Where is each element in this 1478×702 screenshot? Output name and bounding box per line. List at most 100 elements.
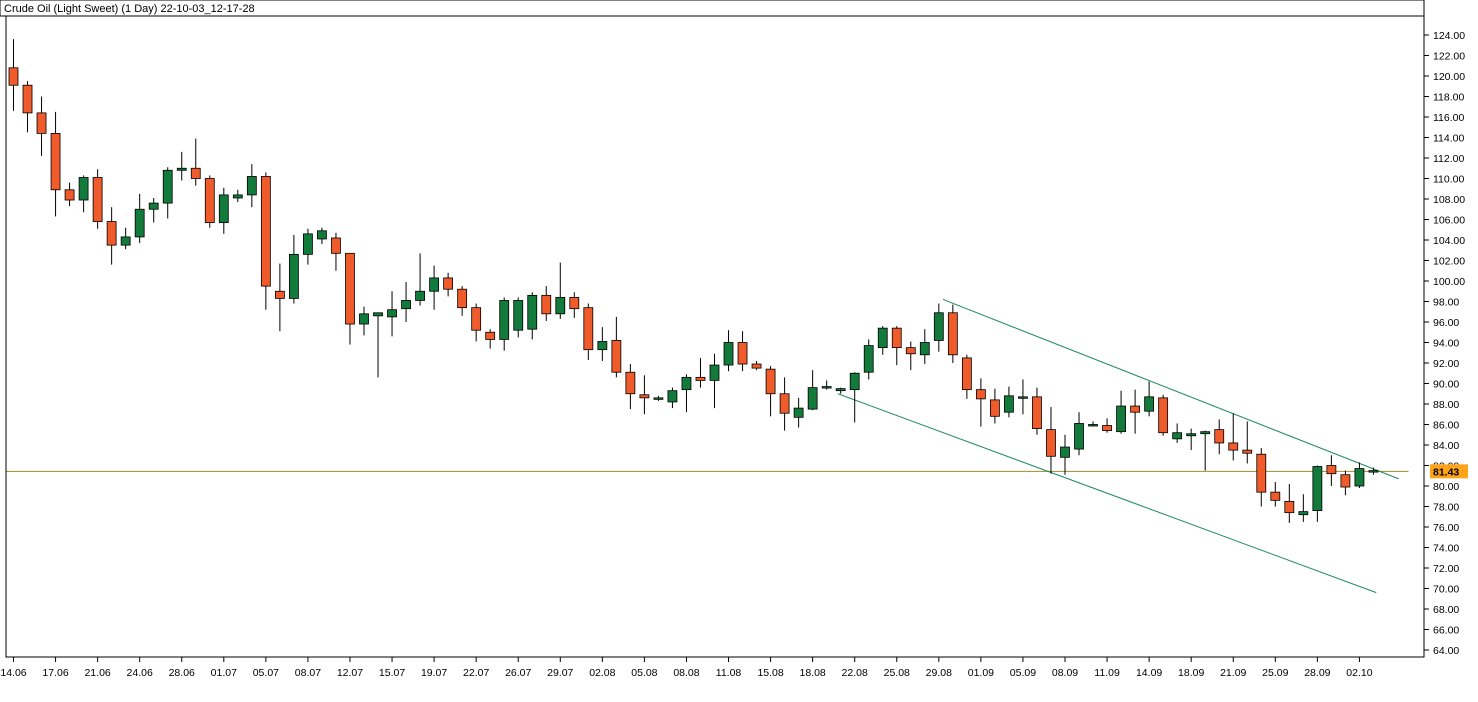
candle-body [933,312,944,341]
candle [695,357,706,388]
candle [106,207,117,265]
candle [807,370,818,411]
candle [919,329,930,365]
candle [1228,413,1239,461]
candle-body [92,177,103,222]
candle [793,397,804,428]
plot-frame [5,15,1425,658]
candle-body [106,221,117,246]
candle [990,388,1000,424]
x-tick-label: 08.08 [673,667,699,679]
candle-body [891,327,902,349]
y-tick-label: 68.00 [1433,604,1459,616]
candle [401,282,411,322]
candle [779,377,790,431]
candle-body [877,327,888,349]
x-tick-label: 02.10 [1346,667,1372,679]
candle-body [807,387,818,410]
candle-body [1200,431,1211,435]
candle [1144,381,1155,417]
y-tick-label: 104.00 [1433,235,1465,247]
x-tick-label: 11.08 [716,667,742,679]
candle [1312,465,1323,522]
candle-body [457,288,468,309]
candle [653,395,664,401]
x-tick-label: 18.08 [799,667,825,679]
candle [218,187,229,234]
candle-body [905,347,916,355]
candle-body [919,342,930,356]
x-tick-label: 08.07 [295,667,321,679]
candle-body [1326,465,1337,475]
candle [471,303,482,342]
candle [905,341,916,371]
candle [246,164,257,208]
candle-body [723,342,734,366]
price-marker-group: 81.43 [1430,464,1468,479]
candle [947,304,958,363]
candle-body [583,307,594,351]
candle-body [1144,396,1155,412]
x-axis: 14.06 17.06 21.06 24.06 28.06 01.07 05.07 08.07… [0,657,1373,679]
candle [751,360,762,371]
candle-body [527,294,538,330]
candle-body [331,237,341,254]
candle [1172,423,1183,443]
candle-body [1116,405,1126,433]
candle-body [611,340,622,373]
candle-body [709,364,720,381]
candle [120,227,131,250]
candle-body [1228,442,1239,451]
candle [1284,483,1295,523]
y-tick-label: 92.00 [1433,358,1459,370]
x-tick-label: 15.07 [379,667,405,679]
candle-body [1270,491,1281,501]
candle-body [541,294,552,315]
candle-body [793,407,804,418]
y-tick-label: 88.00 [1433,399,1459,411]
candle-body [317,230,327,240]
candle-body [471,307,482,331]
candle-body [751,363,762,369]
candle-body [1368,470,1379,473]
candle-body [260,176,271,287]
candle-body [415,290,425,301]
candle [821,380,832,390]
candle-body [1130,405,1140,413]
candle-body [485,331,496,340]
candle [1102,418,1112,433]
x-tick-label: 18.09 [1178,667,1204,679]
y-tick-label: 90.00 [1433,379,1459,391]
candle [933,303,944,352]
candle [1326,455,1337,486]
title-box [0,0,1425,17]
candle [429,265,440,310]
x-tick-label: 02.08 [589,667,615,679]
candle-body [176,167,187,171]
x-tick-label: 26.07 [505,667,531,679]
candle-body [232,194,243,199]
candle-body [779,393,790,414]
candle [765,366,776,417]
candle-body [513,300,524,331]
candle-body [345,252,355,325]
x-tick-label: 15.08 [757,667,783,679]
candle [457,286,468,316]
y-tick-label: 102.00 [1433,256,1465,268]
candle-body [1242,449,1253,454]
candle-body [429,277,440,292]
candle [176,151,187,181]
candle [625,364,636,410]
y-tick-label: 94.00 [1433,338,1459,350]
y-tick-label: 106.00 [1433,215,1465,227]
x-tick-label: 28.06 [169,667,195,679]
candle-body [569,296,580,310]
x-tick-label: 01.09 [968,667,994,679]
candle [331,232,341,271]
candle [373,312,383,378]
candle-body [821,386,832,389]
candle [737,331,748,372]
channel-upper-line [942,298,1399,480]
candle [274,263,285,332]
price-marker-label: 81.43 [1433,466,1459,478]
